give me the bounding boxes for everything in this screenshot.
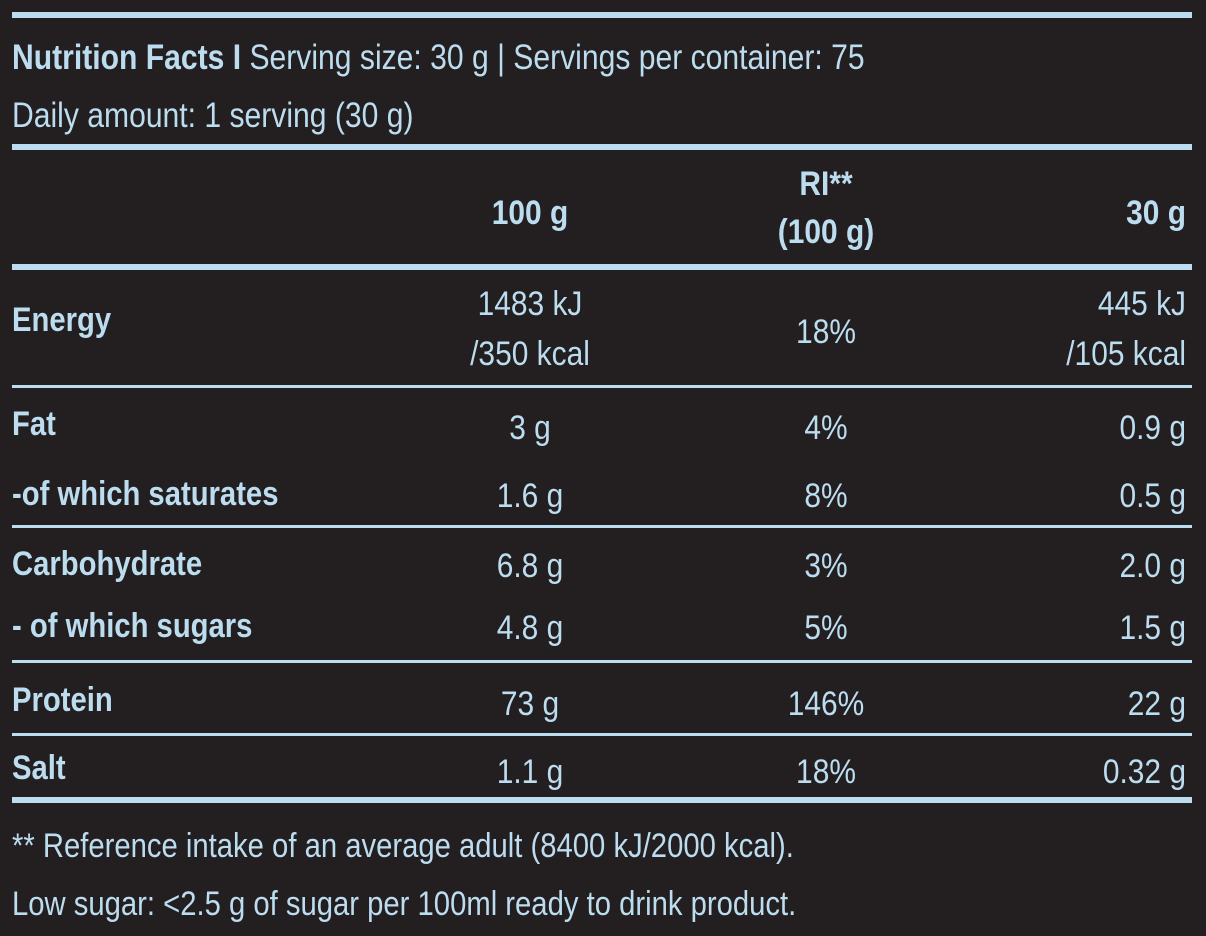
protein-rule [12,733,1192,736]
protein-30g: 22 g [1127,685,1186,723]
carbohydrate-ri: 3% [804,547,848,585]
low-sugar-footnote: Low sugar: <2.5 g of sugar per 100ml rea… [12,885,797,923]
bottom-rule [12,797,1192,803]
row-label-fat: Fat [12,405,56,443]
row-label-energy: Energy [12,301,112,339]
sugars-ri: 5% [804,609,848,647]
fat-30g: 0.9 g [1119,409,1186,447]
header-rule [12,144,1192,150]
reference-intake-footnote: ** Reference intake of an average adult … [12,827,794,865]
protein-100g: 73 g [500,685,560,723]
nutrition-facts-title: Nutrition Facts I [12,38,242,77]
energy-30g-kj: 445 kJ [1097,285,1186,323]
row-label-sugars: - of which sugars [12,607,253,645]
fat-100g: 3 g [509,409,551,447]
energy-100g-kj: 1483 kJ [477,285,583,323]
serving-size-text: Serving size: 30 g | Servings per contai… [241,38,865,77]
top-rule [12,12,1192,18]
carbohydrate-section-rule [12,660,1192,663]
daily-amount-text: Daily amount: 1 serving (30 g) [12,96,414,135]
column-header-rule [12,264,1192,270]
salt-ri: 18% [796,753,856,791]
column-header-ri-line1: RI** [799,165,853,203]
column-header-100g: 100 g [491,194,569,232]
energy-rule [12,385,1192,388]
row-label-salt: Salt [12,749,66,787]
salt-100g: 1.1 g [496,753,564,791]
saturates-100g: 1.6 g [496,477,564,515]
energy-ri: 18% [796,313,856,351]
row-label-carbohydrate: Carbohydrate [12,545,203,583]
sugars-30g: 1.5 g [1119,609,1186,647]
carbohydrate-30g: 2.0 g [1119,547,1186,585]
row-label-saturates: -of which saturates [12,475,279,513]
row-label-protein: Protein [12,681,113,719]
fat-section-rule [12,525,1192,528]
energy-100g-kcal: /350 kcal [470,335,590,373]
column-header-30g: 30 g [1126,194,1186,232]
carbohydrate-100g: 6.8 g [496,547,564,585]
column-header-ri-line2: (100 g) [777,213,875,251]
saturates-30g: 0.5 g [1119,477,1186,515]
protein-ri: 146% [787,685,865,723]
serving-info-line: Nutrition Facts I Serving size: 30 g | S… [12,38,865,78]
salt-30g: 0.32 g [1102,753,1186,791]
energy-30g-kcal: /105 kcal [1066,335,1186,373]
saturates-ri: 8% [804,477,848,515]
fat-ri: 4% [804,409,848,447]
sugars-100g: 4.8 g [496,609,564,647]
